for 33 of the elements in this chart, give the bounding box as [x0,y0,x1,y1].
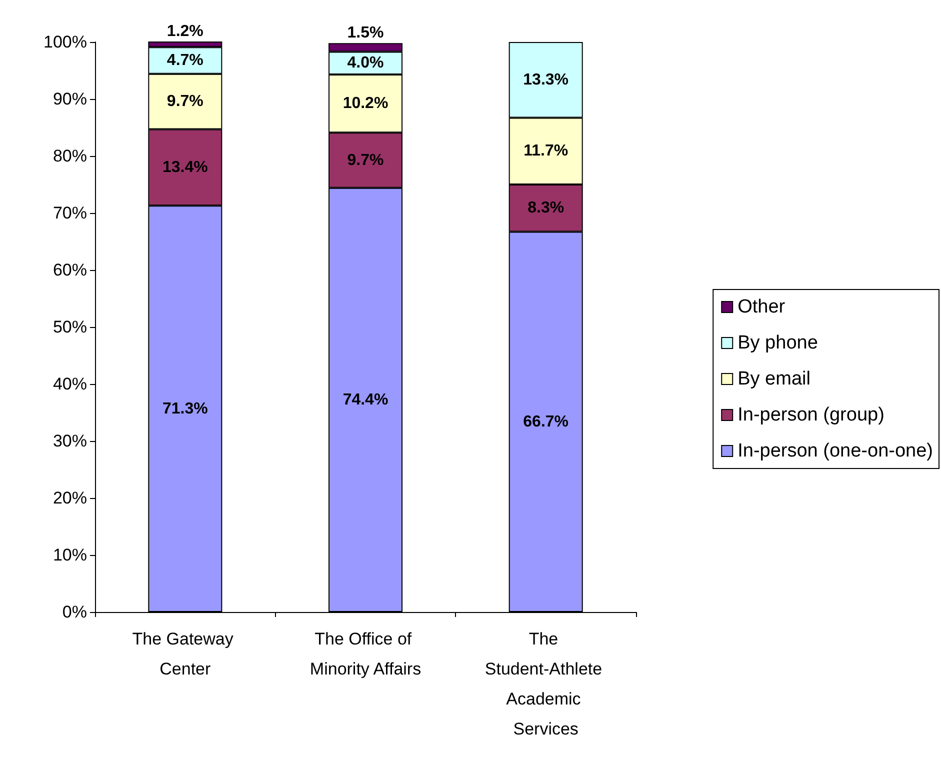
legend-label: In-person (one-on-one) [738,440,933,462]
y-tick-label: 50% [52,318,87,336]
y-tick-label: 30% [52,432,87,450]
data-label: 10.2% [342,95,388,112]
y-tick-label: 10% [52,546,87,564]
data-label: 74.4% [342,391,388,408]
data-label: 13.4% [162,158,208,176]
y-tick-label: 100% [44,32,87,52]
data-label: 4.7% [166,52,204,70]
data-label: 13.3% [523,71,569,88]
data-label: 9.7% [166,93,204,110]
legend-label: In-person (group) [738,404,884,426]
legend-label: By email [738,368,810,390]
data-label: 1.5% [347,24,384,42]
y-tick-label: 90% [52,90,87,108]
y-tick-label: 80% [52,146,87,166]
y-tick-label: 70% [52,204,87,222]
x-tick-label: The Gateway Center [132,630,238,678]
data-label: 9.7% [347,152,384,169]
legend-label: Other [738,296,786,318]
data-label: 4.0% [347,54,384,72]
y-tick-label: 20% [52,488,87,508]
legend-label: By phone [738,332,818,354]
y-tick-label: 60% [52,260,87,280]
y-tick-label: 0% [62,602,87,622]
x-tick-label: The Office of Minority Affairs [310,630,422,678]
x-tick-label: The Student-Athlete Academic Services [484,630,607,738]
data-label: 1.2% [166,23,204,40]
data-label: 71.3% [162,400,208,418]
data-label: 8.3% [528,200,564,217]
y-tick-label: 40% [52,374,87,394]
data-label: 11.7% [524,142,568,160]
data-label: 66.7% [523,413,569,430]
